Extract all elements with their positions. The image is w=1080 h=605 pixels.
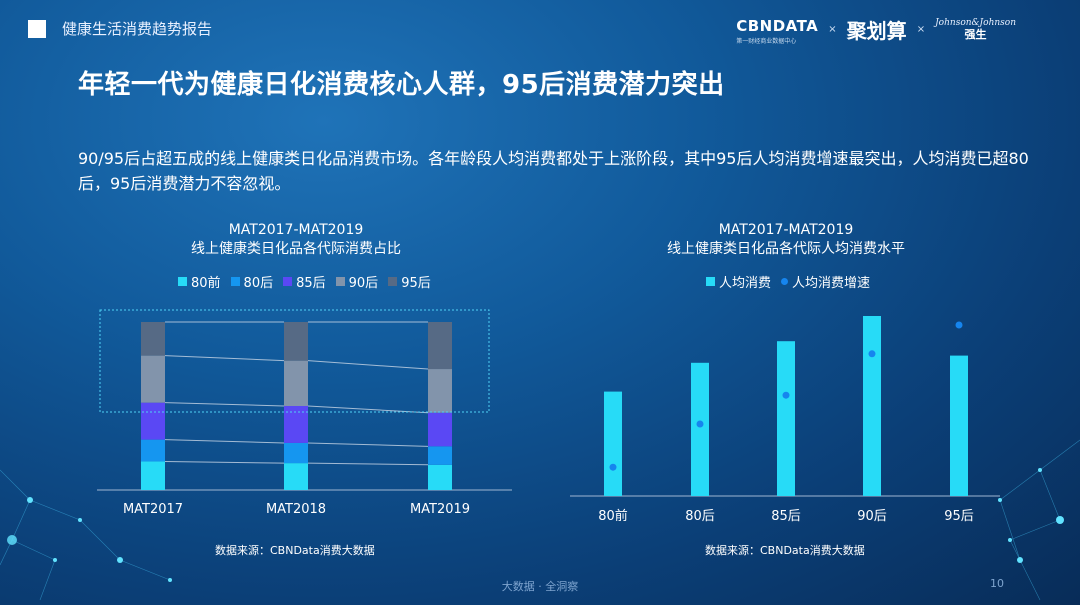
left-chart-title-line1: MAT2017-MAT2019 bbox=[228, 222, 364, 238]
growth-dot bbox=[955, 321, 963, 329]
connector-line bbox=[307, 462, 429, 466]
stacked-bar-segment bbox=[428, 369, 452, 413]
legend-item: 90后 bbox=[335, 272, 379, 291]
footer-tagline: 大数据 · 全洞察 bbox=[501, 580, 579, 593]
left-chart-source: 数据来源：CBNData消费大数据 bbox=[215, 544, 375, 557]
left-chart-title-line2: 线上健康类日化品各代际消费占比 bbox=[191, 241, 401, 257]
right-x-tick-label: 85后 bbox=[771, 509, 801, 524]
growth-dot bbox=[609, 463, 617, 471]
per-capita-bar bbox=[604, 391, 622, 496]
legend-swatch bbox=[706, 277, 715, 286]
stacked-bar-segment bbox=[428, 446, 452, 465]
stacked-bar-segment bbox=[141, 355, 165, 403]
per-capita-bar bbox=[691, 362, 709, 496]
legend-swatch bbox=[283, 277, 293, 286]
highlight-box bbox=[99, 309, 490, 413]
left-chart-legend: 80前 80后 85后 90后 95后 bbox=[178, 272, 431, 291]
right-chart-title: MAT2017-MAT2019 线上健康类日化品各代际人均消费水平 bbox=[636, 221, 936, 259]
right-x-tick-label: 80后 bbox=[685, 509, 715, 524]
left-x-tick-label: MAT2018 bbox=[266, 502, 326, 517]
stacked-bar-segment bbox=[284, 463, 308, 490]
stacked-bar-segment bbox=[141, 461, 165, 490]
right-x-tick-label: 80前 bbox=[598, 508, 628, 524]
legend-item: 人均消费 bbox=[706, 272, 771, 291]
left-chart-title: MAT2017-MAT2019 线上健康类日化品各代际消费占比 bbox=[146, 221, 446, 259]
connector-line bbox=[164, 355, 285, 362]
right-chart-source: 数据来源：CBNData消费大数据 bbox=[705, 544, 865, 557]
report-title: 健康生活消费趋势报告 bbox=[62, 20, 213, 38]
per-capita-bar bbox=[863, 316, 881, 496]
legend-item: 95后 bbox=[388, 272, 431, 291]
connector-line bbox=[307, 360, 429, 370]
cbndata-logo: CBNDATA 第一财经商业数据中心 bbox=[736, 17, 819, 45]
stacked-bar-segment bbox=[284, 442, 308, 464]
per-capita-bar bbox=[950, 355, 968, 496]
stacked-bar-segment bbox=[428, 412, 452, 447]
legend-label: 人均消费 bbox=[719, 276, 772, 291]
per-capita-bar bbox=[777, 341, 795, 496]
legend-item: 85后 bbox=[283, 272, 326, 291]
legend-swatch bbox=[178, 277, 187, 286]
juhuasuan-logo: 聚划算 bbox=[846, 19, 907, 43]
legend-dot bbox=[781, 278, 789, 285]
stacked-bar-segment bbox=[141, 439, 165, 462]
top-bar: 健康生活消费趋势报告 bbox=[28, 18, 212, 39]
legend-swatch bbox=[230, 277, 240, 286]
growth-dot bbox=[696, 420, 704, 428]
stacked-bar-segment bbox=[284, 322, 308, 361]
legend-label: 95后 bbox=[401, 276, 431, 291]
connector-line bbox=[164, 460, 285, 464]
connector-line bbox=[164, 402, 285, 407]
right-x-tick-label: 95后 bbox=[944, 509, 974, 524]
right-chart-title-line2: 线上健康类日化品各代际人均消费水平 bbox=[667, 241, 905, 257]
stacked-bar-segment bbox=[428, 322, 452, 370]
stacked-bar-segment bbox=[428, 464, 452, 490]
right-chart-legend: 人均消费 人均消费增速 bbox=[706, 272, 870, 291]
legend-label: 90后 bbox=[348, 276, 379, 291]
page-number: 10 bbox=[990, 577, 1004, 590]
right-chart-title-line1: MAT2017-MAT2019 bbox=[718, 222, 854, 238]
legend-swatch bbox=[388, 277, 398, 286]
page-headline: 年轻一代为健康日化消费核心人群，95后消费潜力突出 bbox=[78, 70, 725, 100]
left-x-tick-label: MAT2017 bbox=[123, 502, 183, 517]
left-x-tick-label: MAT2019 bbox=[410, 502, 470, 517]
connector-line bbox=[307, 442, 429, 447]
legend-label: 85后 bbox=[296, 276, 326, 291]
legend-swatch bbox=[335, 277, 345, 286]
legend-item: 人均消费增速 bbox=[781, 272, 870, 291]
brand-separator: × bbox=[828, 24, 837, 35]
brand-logos: CBNDATA 第一财经商业数据中心 × 聚划算 × Johnson&Johns… bbox=[736, 18, 1016, 50]
stacked-bar-segment bbox=[284, 360, 308, 406]
right-x-tick-label: 90后 bbox=[857, 509, 887, 524]
legend-item: 80后 bbox=[230, 272, 274, 291]
stacked-bar-segment bbox=[141, 322, 165, 356]
legend-label: 80后 bbox=[243, 276, 274, 291]
stacked-bar-segment bbox=[141, 402, 165, 440]
growth-dot bbox=[782, 391, 790, 399]
legend-item: 80前 bbox=[178, 272, 221, 291]
growth-dot bbox=[868, 350, 876, 358]
connector-line bbox=[164, 439, 285, 444]
brand-separator: × bbox=[916, 24, 926, 35]
legend-label: 人均消费增速 bbox=[792, 276, 871, 291]
johnson-logo: Johnson&Johnson 强生 bbox=[935, 18, 1016, 41]
legend-label: 80前 bbox=[191, 276, 221, 291]
page-description: 90/95后占超五成的线上健康类日化品消费市场。各年龄段人均消费都处于上涨阶段，… bbox=[78, 149, 1029, 193]
report-square-icon bbox=[28, 19, 46, 38]
